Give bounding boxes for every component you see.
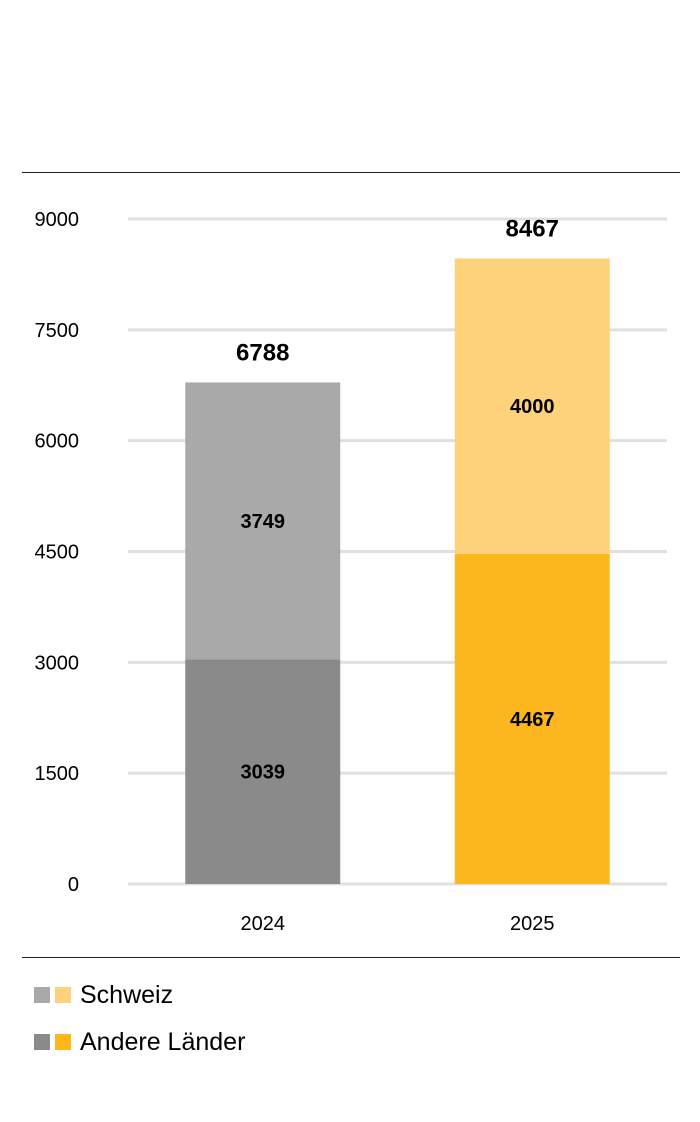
legend-swatch-yellow [55,987,71,1003]
legend-swatch-grey [34,987,50,1003]
legend-swatch-yellow [55,1034,71,1050]
legend-swatch-grey [34,1034,50,1050]
y-tick-label: 4500 [35,542,80,564]
y-tick-label: 0 [68,874,79,896]
top-divider [22,172,680,173]
bar-segment [185,659,341,884]
bar-segment [185,382,341,660]
legend-item-andere-laender: Andere Länder [34,1027,245,1057]
segment-value-label: 4467 [510,709,555,731]
segment-value-label: 4000 [510,396,555,418]
data-labels: 3039 3749 6788 4467 4000 8467 [236,215,559,783]
x-axis-ticks: 2024 2025 [241,913,555,935]
bars [185,258,610,884]
y-tick-label: 9000 [35,209,80,231]
segment-value-label: 3039 [241,762,286,784]
y-tick-label: 1500 [35,763,80,785]
legend-label: Andere Länder [80,1027,246,1056]
total-value-label: 8467 [506,215,559,242]
legend-label: Schweiz [80,980,174,1009]
y-tick-label: 6000 [35,431,80,453]
legend: Schweiz Andere Länder [34,980,245,1074]
y-tick-label: 3000 [35,652,80,674]
x-tick-label: 2025 [510,913,555,935]
legend-item-schweiz: Schweiz [34,980,245,1010]
y-tick-label: 7500 [35,320,80,342]
y-axis-ticks: 0 1500 3000 4500 6000 7500 9000 [35,209,80,896]
stacked-bar-chart: 0 1500 3000 4500 6000 7500 9000 3039 3749 6788 44… [35,209,667,935]
bottom-divider [22,957,680,958]
bar-segment [454,258,610,554]
bar-segment [454,553,610,884]
total-value-label: 6788 [236,339,289,366]
segment-value-label: 3749 [241,511,286,533]
x-tick-label: 2024 [241,913,286,935]
